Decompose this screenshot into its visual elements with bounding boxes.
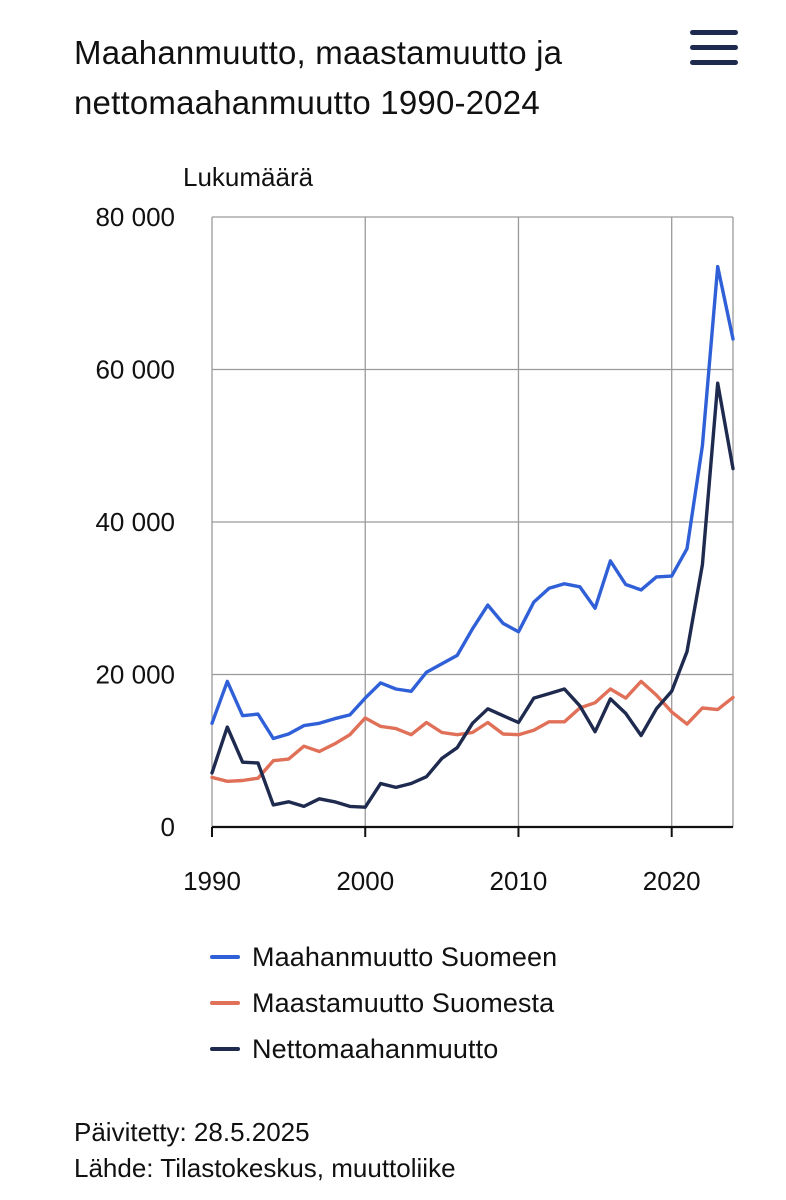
series-line-1 xyxy=(210,264,735,741)
legend-swatch-nettomaahanmuutto xyxy=(210,1047,240,1051)
legend-item-maahanmuutto[interactable]: Maahanmuutto Suomeen xyxy=(210,934,557,980)
x-tick-label: 2020 xyxy=(643,866,701,896)
grid-lines xyxy=(211,216,734,827)
updated-date: Päivitetty: 28.5.2025 xyxy=(74,1117,310,1147)
line-chart: Lukumäärä 0 20 000 40 000 60 000 80 000 1990 2… xyxy=(95,162,735,896)
series-lines xyxy=(210,264,735,809)
x-tick-label: 2010 xyxy=(490,866,548,896)
legend-label-nettomaahanmuutto: Nettomaahanmuutto xyxy=(252,1033,499,1064)
series-line-2 xyxy=(210,679,735,783)
chart-title: Maahanmuutto, maastamuutto ja nettomaaha… xyxy=(74,34,563,121)
y-tick-label: 40 000 xyxy=(95,507,175,537)
hamburger-menu-icon-bar-top xyxy=(690,30,738,35)
y-tick-label: 0 xyxy=(161,812,175,842)
y-tick-label: 20 000 xyxy=(95,660,175,690)
legend-label-maastamuutto: Maastamuutto Suomesta xyxy=(252,987,555,1018)
hamburger-menu-icon-bar-bottom xyxy=(690,60,738,65)
data-source: Lähde: Tilastokeskus, muuttoliike xyxy=(74,1153,456,1183)
x-tick-label: 2000 xyxy=(336,866,394,896)
legend-item-maastamuutto[interactable]: Maastamuutto Suomesta xyxy=(210,980,557,1026)
tick-labels: 0 20 000 40 000 60 000 80 000 1990 2000 2010 202… xyxy=(95,202,700,896)
menu-button[interactable] xyxy=(686,24,742,72)
legend-swatch-maahanmuutto xyxy=(210,955,240,959)
legend-item-nettomaahanmuutto[interactable]: Nettomaahanmuutto xyxy=(210,1026,557,1072)
x-tick-label: 1990 xyxy=(183,866,241,896)
hamburger-menu-icon-bar-middle xyxy=(690,45,738,50)
legend: Maahanmuutto Suomeen Maastamuutto Suomes… xyxy=(210,934,557,1072)
y-axis-label: Lukumäärä xyxy=(183,162,314,192)
legend-label-maahanmuutto: Maahanmuutto Suomeen xyxy=(252,941,558,972)
y-tick-label: 60 000 xyxy=(95,355,175,385)
y-tick-label: 80 000 xyxy=(95,202,175,232)
legend-swatch-maastamuutto xyxy=(210,1001,240,1005)
series-line-3 xyxy=(210,381,735,809)
footer: Päivitetty: 28.5.2025 Lähde: Tilastokesk… xyxy=(74,1114,456,1186)
axes xyxy=(211,825,733,837)
